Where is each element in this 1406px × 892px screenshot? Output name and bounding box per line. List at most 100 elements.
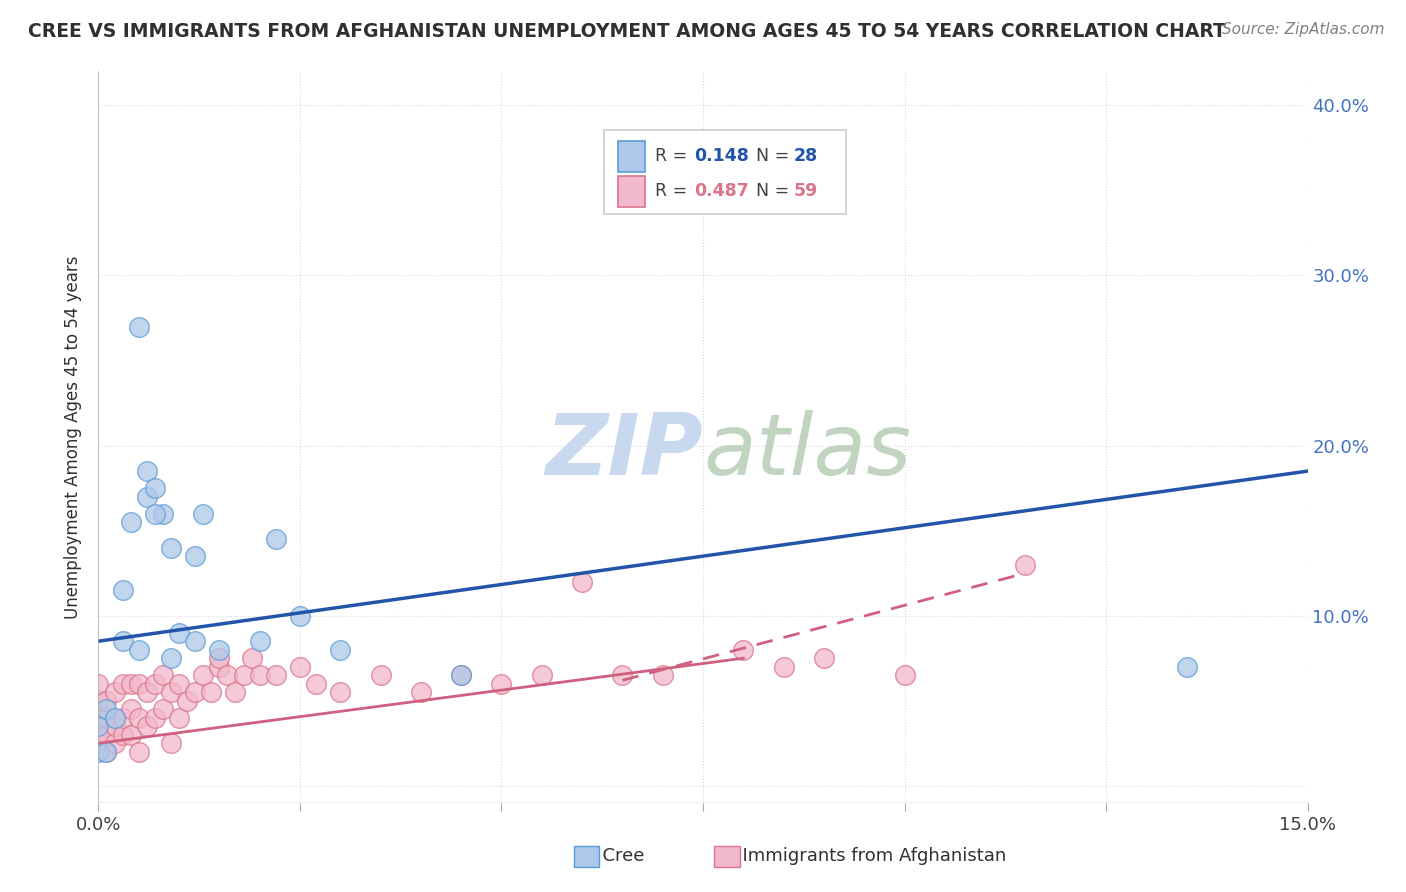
Point — [288, 659, 311, 673]
Text: N =: N = — [745, 182, 794, 201]
Point — [152, 507, 174, 521]
Point — [249, 634, 271, 648]
Point — [128, 677, 150, 691]
Text: ZIP: ZIP — [546, 410, 703, 493]
Point — [264, 532, 287, 546]
Point — [96, 745, 118, 759]
Point — [135, 464, 157, 478]
Y-axis label: Unemployment Among Ages 45 to 54 years: Unemployment Among Ages 45 to 54 years — [65, 255, 83, 619]
Point — [329, 642, 352, 657]
Point — [128, 711, 150, 725]
Point — [120, 515, 142, 529]
Text: R =: R = — [655, 182, 692, 201]
Bar — [603, 130, 845, 214]
Point — [152, 702, 174, 716]
Point — [152, 668, 174, 682]
Point — [200, 685, 222, 699]
Point — [733, 642, 755, 657]
Point — [87, 711, 110, 725]
Point — [103, 719, 125, 733]
Point — [893, 668, 915, 682]
Point — [491, 677, 513, 691]
Point — [120, 677, 142, 691]
Point — [249, 668, 271, 682]
Text: Immigrants from Afghanistan: Immigrants from Afghanistan — [731, 847, 1007, 865]
Point — [208, 642, 231, 657]
Point — [143, 677, 166, 691]
Point — [160, 651, 183, 665]
Point — [167, 677, 190, 691]
Point — [135, 685, 157, 699]
Point — [120, 728, 142, 742]
Point — [450, 668, 472, 682]
Point — [208, 651, 231, 665]
Point — [111, 583, 134, 598]
Point — [103, 711, 125, 725]
Point — [87, 677, 110, 691]
Point — [450, 668, 472, 682]
Point — [772, 659, 794, 673]
Point — [87, 745, 110, 759]
Point — [370, 668, 392, 682]
Point — [128, 319, 150, 334]
Point — [193, 507, 215, 521]
Point — [571, 574, 593, 589]
Point — [1175, 659, 1198, 673]
Text: R =: R = — [655, 147, 692, 165]
Point — [530, 668, 553, 682]
Point — [160, 685, 183, 699]
Point — [143, 481, 166, 495]
Point — [96, 745, 118, 759]
Point — [167, 711, 190, 725]
Point — [184, 634, 207, 648]
Point — [96, 711, 118, 725]
Text: 0.487: 0.487 — [695, 182, 749, 201]
Text: 0.148: 0.148 — [695, 147, 749, 165]
Point — [208, 659, 231, 673]
Text: Source: ZipAtlas.com: Source: ZipAtlas.com — [1222, 22, 1385, 37]
Point — [96, 694, 118, 708]
Point — [651, 668, 673, 682]
Bar — [619, 176, 645, 207]
Point — [232, 668, 254, 682]
Text: CREE VS IMMIGRANTS FROM AFGHANISTAN UNEMPLOYMENT AMONG AGES 45 TO 54 YEARS CORRE: CREE VS IMMIGRANTS FROM AFGHANISTAN UNEM… — [28, 22, 1226, 41]
Point — [167, 625, 190, 640]
Point — [111, 711, 134, 725]
Point — [409, 685, 432, 699]
Point — [128, 745, 150, 759]
Point — [184, 549, 207, 563]
Point — [87, 694, 110, 708]
Bar — [619, 141, 645, 171]
Point — [143, 711, 166, 725]
Point — [96, 728, 118, 742]
Point — [103, 736, 125, 750]
Point — [160, 736, 183, 750]
Point — [120, 702, 142, 716]
Point — [264, 668, 287, 682]
Point — [111, 634, 134, 648]
Point — [176, 694, 198, 708]
Point — [1014, 558, 1036, 572]
Point — [111, 728, 134, 742]
Point — [813, 651, 835, 665]
Point — [160, 541, 183, 555]
Point — [612, 668, 634, 682]
Text: 59: 59 — [793, 182, 818, 201]
Point — [96, 702, 118, 716]
Point — [217, 668, 239, 682]
Text: atlas: atlas — [703, 410, 911, 493]
Point — [224, 685, 246, 699]
Point — [87, 736, 110, 750]
Point — [87, 728, 110, 742]
Point — [87, 719, 110, 733]
Point — [288, 608, 311, 623]
Point — [103, 685, 125, 699]
Point — [305, 677, 328, 691]
Text: N =: N = — [745, 147, 794, 165]
Point — [128, 642, 150, 657]
Point — [135, 719, 157, 733]
Point — [184, 685, 207, 699]
Point — [193, 668, 215, 682]
Point — [111, 677, 134, 691]
Point — [240, 651, 263, 665]
